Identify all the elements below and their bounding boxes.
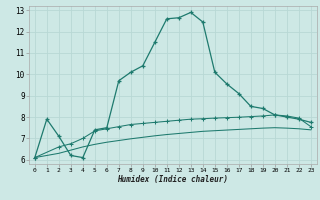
X-axis label: Humidex (Indice chaleur): Humidex (Indice chaleur) — [117, 175, 228, 184]
